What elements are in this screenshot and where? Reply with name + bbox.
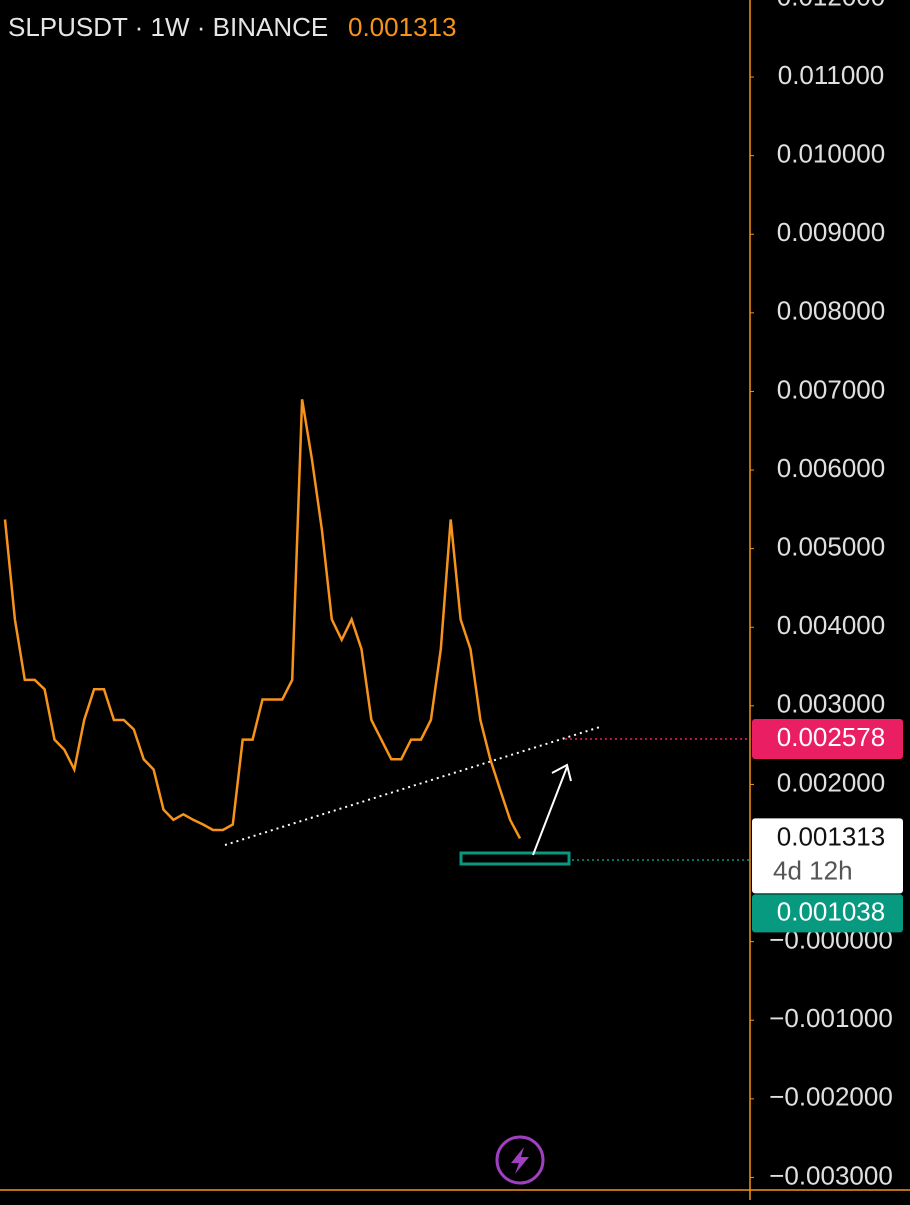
- y-tick-label: 0.012000: [777, 0, 885, 11]
- y-tick-label: 0.010000: [777, 139, 885, 169]
- price-label: 0.002578: [777, 722, 885, 752]
- y-tick-label: 0.002000: [777, 767, 885, 797]
- price-label: 0.001038: [777, 896, 885, 926]
- support-box: [459, 851, 571, 866]
- y-tick-label: 0.009000: [777, 217, 885, 247]
- y-tick-label: 0.011000: [778, 60, 885, 90]
- arrow-head: [551, 763, 572, 782]
- price-line: [3, 399, 522, 839]
- y-tick-label: −0.001000: [769, 1003, 893, 1033]
- header-price: 0.001313: [348, 12, 456, 42]
- countdown-label: 4d 12h: [773, 855, 853, 885]
- y-tick-label: −0.002000: [769, 1082, 893, 1112]
- y-tick-label: 0.005000: [777, 532, 885, 562]
- y-tick-label: 0.008000: [777, 296, 885, 326]
- arrow: [532, 766, 568, 856]
- y-tick-label: −0.003000: [769, 1160, 893, 1190]
- price-label-box: [752, 718, 903, 759]
- lightning-button[interactable]: [495, 1135, 545, 1185]
- price-label-box: [752, 894, 903, 933]
- y-tick-label: 0.003000: [777, 689, 885, 719]
- current-price-box: [752, 818, 903, 894]
- y-tick-label: 0.007000: [777, 374, 885, 404]
- y-tick-label: 0.006000: [777, 453, 885, 483]
- lightning-icon: [511, 1147, 529, 1174]
- symbol-title: SLPUSDT · 1W · BINANCE: [8, 12, 328, 42]
- y-tick-label: 0.004000: [777, 610, 885, 640]
- current-price-label: 0.001313: [777, 821, 885, 851]
